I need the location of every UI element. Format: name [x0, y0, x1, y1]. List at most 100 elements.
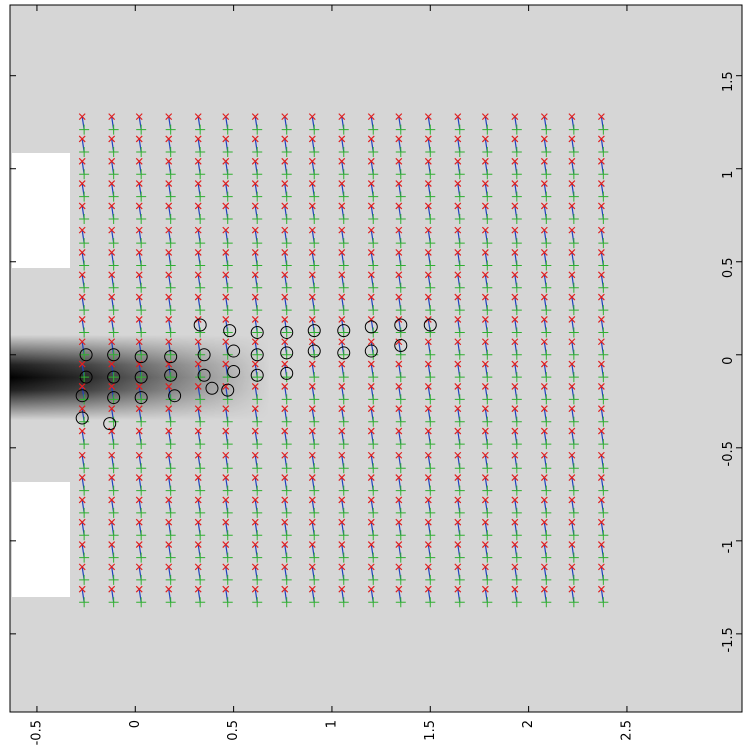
- end-marker: [251, 360, 259, 368]
- start-marker: [108, 485, 119, 496]
- start-marker: [568, 416, 579, 427]
- end-marker: [338, 360, 346, 368]
- circle-marker: [250, 368, 264, 382]
- start-marker: [598, 597, 609, 608]
- end-marker: [281, 202, 289, 210]
- end-marker: [597, 293, 605, 301]
- start-marker: [165, 507, 176, 518]
- end-marker: [597, 226, 605, 234]
- end-marker: [338, 316, 346, 323]
- end-marker: [108, 585, 116, 593]
- end-marker: [135, 427, 143, 435]
- start-marker: [598, 439, 609, 450]
- y-tick-label: -1: [721, 540, 736, 553]
- start-marker: [136, 282, 147, 293]
- start-marker: [568, 552, 579, 563]
- start-marker: [395, 191, 406, 202]
- end-marker: [424, 338, 432, 346]
- start-marker: [541, 463, 552, 474]
- start-marker: [79, 146, 90, 157]
- end-marker: [454, 427, 462, 435]
- start-marker: [222, 191, 233, 202]
- start-marker: [568, 327, 579, 338]
- start-marker: [281, 282, 292, 293]
- end-marker: [454, 518, 462, 526]
- end-marker: [135, 563, 143, 571]
- end-marker: [540, 316, 548, 323]
- end-marker: [367, 563, 375, 571]
- end-marker: [454, 451, 462, 459]
- end-marker: [540, 451, 548, 459]
- start-marker: [165, 305, 176, 316]
- start-marker: [598, 260, 609, 271]
- start-marker: [511, 213, 522, 224]
- start-marker: [454, 485, 465, 496]
- end-marker: [424, 585, 432, 593]
- start-marker: [395, 260, 406, 271]
- circle-marker: [394, 318, 408, 332]
- end-marker: [540, 496, 548, 504]
- start-marker: [136, 439, 147, 450]
- start-marker: [541, 485, 552, 496]
- end-marker: [568, 474, 576, 481]
- end-marker: [511, 563, 519, 571]
- end-marker: [108, 360, 116, 368]
- start-marker: [165, 552, 176, 563]
- start-marker: [309, 507, 320, 518]
- end-marker: [222, 271, 230, 279]
- start-marker: [598, 394, 609, 405]
- end-marker: [568, 427, 576, 435]
- start-marker: [338, 305, 349, 316]
- start-marker: [165, 238, 176, 249]
- end-marker: [251, 338, 259, 346]
- start-marker: [309, 213, 320, 224]
- start-marker: [482, 146, 493, 157]
- start-marker: [338, 530, 349, 541]
- end-marker: [165, 271, 173, 279]
- start-marker: [541, 507, 552, 518]
- start-marker: [425, 439, 436, 450]
- start-marker: [454, 349, 465, 360]
- start-marker: [598, 146, 609, 157]
- end-marker: [568, 271, 576, 279]
- end-marker: [568, 180, 576, 188]
- start-marker: [568, 260, 579, 271]
- start-marker: [511, 463, 522, 474]
- start-marker: [454, 463, 465, 474]
- end-marker: [481, 427, 489, 435]
- end-marker: [454, 496, 462, 504]
- start-marker: [309, 191, 320, 202]
- circle-marker: [79, 348, 93, 362]
- end-marker: [338, 293, 346, 301]
- start-marker: [425, 260, 436, 271]
- end-marker: [135, 293, 143, 301]
- circle-marker: [280, 366, 294, 380]
- end-marker: [251, 271, 259, 279]
- start-marker: [541, 238, 552, 249]
- start-marker: [108, 552, 119, 563]
- end-marker: [308, 226, 316, 234]
- end-marker: [481, 382, 489, 390]
- end-marker: [395, 180, 403, 188]
- end-marker: [454, 293, 462, 301]
- start-marker: [511, 169, 522, 180]
- start-marker: [252, 260, 263, 271]
- end-marker: [367, 496, 375, 504]
- end-marker: [281, 157, 289, 165]
- start-marker: [454, 439, 465, 450]
- end-marker: [135, 585, 143, 593]
- circle-marker: [250, 348, 264, 362]
- start-marker: [222, 305, 233, 316]
- end-marker: [165, 202, 173, 210]
- end-marker: [367, 427, 375, 435]
- end-marker: [511, 518, 519, 526]
- start-marker: [252, 394, 263, 405]
- end-marker: [194, 360, 202, 368]
- start-marker: [454, 327, 465, 338]
- end-marker: [481, 157, 489, 165]
- start-marker: [454, 260, 465, 271]
- start-marker: [281, 439, 292, 450]
- start-marker: [338, 394, 349, 405]
- start-marker: [222, 213, 233, 224]
- end-marker: [367, 180, 375, 188]
